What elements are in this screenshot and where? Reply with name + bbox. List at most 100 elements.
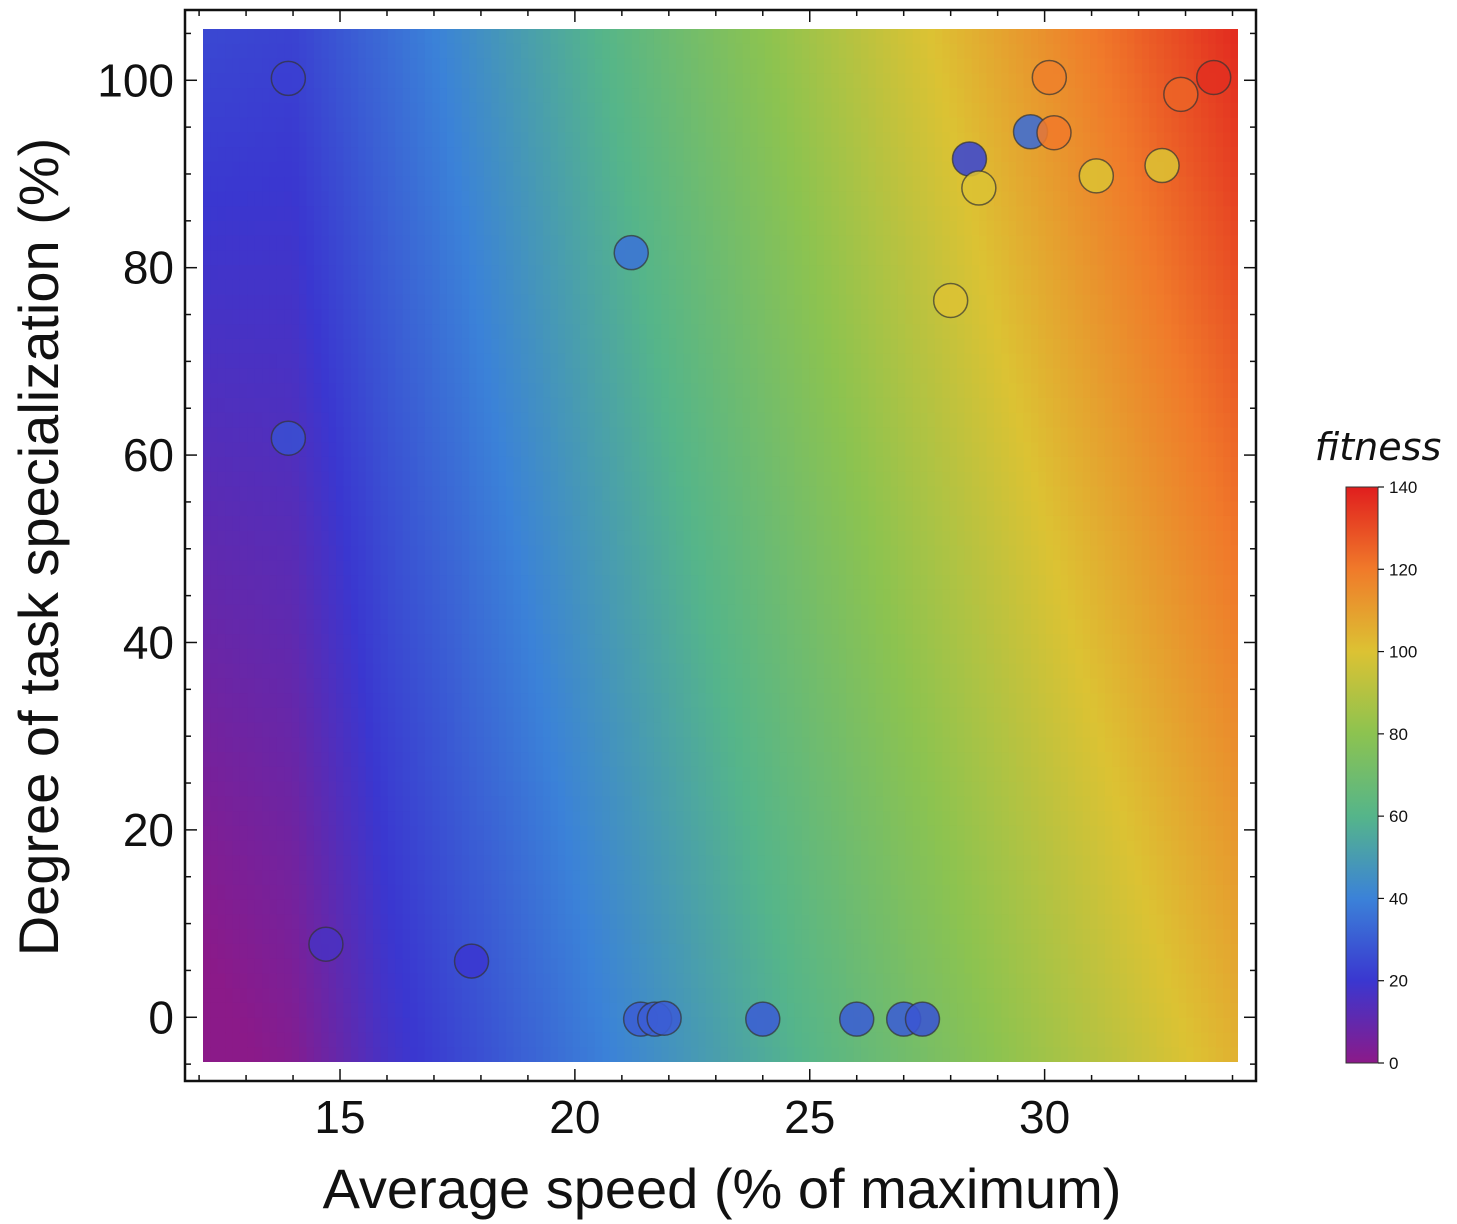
surface-cell xyxy=(557,781,566,797)
surface-cell xyxy=(580,501,589,517)
surface-cell xyxy=(343,811,352,827)
surface-cell xyxy=(395,1047,404,1062)
surface-cell xyxy=(336,147,345,163)
surface-cell xyxy=(432,427,441,443)
surface-cell xyxy=(683,958,692,975)
surface-cell xyxy=(269,545,278,561)
surface-cell xyxy=(269,294,278,310)
surface-cell xyxy=(373,884,382,901)
surface-cell xyxy=(535,338,544,355)
surface-cell xyxy=(299,456,308,473)
surface-cell xyxy=(580,1032,589,1048)
surface-cell xyxy=(239,943,248,960)
surface-cell xyxy=(254,589,263,606)
surface-cell xyxy=(336,825,345,842)
surface-cell xyxy=(580,456,589,473)
surface-cell xyxy=(239,678,248,694)
surface-cell xyxy=(306,634,315,650)
surface-cell xyxy=(461,58,470,74)
surface-cell xyxy=(720,899,729,916)
surface-cell xyxy=(491,825,500,842)
surface-cell xyxy=(395,176,404,192)
surface-cell xyxy=(705,353,714,370)
surface-cell xyxy=(276,176,285,192)
surface-cell xyxy=(402,235,411,251)
surface-cell xyxy=(535,634,544,650)
surface-cell xyxy=(513,693,522,709)
surface-cell xyxy=(705,43,714,60)
surface-cell xyxy=(676,634,685,650)
surface-cell xyxy=(690,855,699,871)
surface-cell xyxy=(550,530,559,547)
surface-cell xyxy=(661,353,670,370)
surface-cell xyxy=(269,191,278,207)
surface-cell xyxy=(550,766,559,783)
surface-cell xyxy=(395,707,404,724)
surface-cell xyxy=(565,752,574,768)
surface-cell xyxy=(683,368,692,384)
surface-cell xyxy=(720,206,729,222)
surface-cell xyxy=(380,752,389,768)
surface-cell xyxy=(557,132,566,148)
surface-cell xyxy=(476,840,485,856)
surface-cell xyxy=(535,1032,544,1048)
surface-cell xyxy=(328,545,337,561)
surface-cell xyxy=(299,870,308,886)
surface-cell xyxy=(313,88,322,104)
surface-cell xyxy=(587,693,596,709)
surface-cell xyxy=(203,560,211,576)
surface-cell xyxy=(587,176,596,192)
surface-cell xyxy=(713,707,722,724)
surface-cell xyxy=(476,737,485,753)
surface-cell xyxy=(358,117,367,133)
surface-cell xyxy=(239,161,248,178)
surface-cell xyxy=(580,840,589,856)
surface-cell xyxy=(639,442,648,458)
surface-cell xyxy=(528,988,537,1004)
surface-cell xyxy=(254,870,263,886)
surface-cell xyxy=(587,663,596,679)
surface-cell xyxy=(476,265,485,281)
surface-cell xyxy=(535,1047,544,1062)
surface-cell xyxy=(676,58,685,74)
surface-cell xyxy=(269,560,278,576)
surface-cell xyxy=(269,147,278,163)
surface-cell xyxy=(646,368,655,384)
surface-cell xyxy=(387,324,396,340)
surface-cell xyxy=(580,250,589,266)
surface-cell xyxy=(343,132,352,148)
surface-cell xyxy=(483,456,492,473)
surface-cell xyxy=(380,855,389,871)
surface-cell xyxy=(239,324,248,340)
surface-cell xyxy=(498,250,507,266)
surface-cell xyxy=(713,575,722,591)
surface-cell xyxy=(661,220,670,237)
surface-cell xyxy=(380,634,389,650)
surface-cell xyxy=(557,353,566,370)
surface-cell xyxy=(624,678,633,694)
surface-cell xyxy=(580,707,589,724)
surface-cell xyxy=(506,191,515,207)
surface-cell xyxy=(358,73,367,89)
surface-cell xyxy=(506,265,515,281)
surface-cell xyxy=(506,29,515,45)
surface-cell xyxy=(520,884,529,901)
surface-cell xyxy=(565,884,574,901)
surface-cell xyxy=(395,43,404,60)
surface-cell xyxy=(358,294,367,310)
surface-cell xyxy=(713,973,722,989)
surface-cell xyxy=(543,1032,552,1048)
surface-cell xyxy=(350,811,359,827)
surface-cell xyxy=(321,825,330,842)
surface-cell xyxy=(343,102,352,119)
surface-cell xyxy=(232,206,241,222)
surface-cell xyxy=(698,471,707,488)
surface-cell xyxy=(594,840,603,856)
surface-cell xyxy=(690,324,699,340)
surface-cell xyxy=(225,840,234,856)
surface-cell xyxy=(358,486,367,502)
surface-cell xyxy=(469,737,478,753)
surface-cell xyxy=(321,412,330,429)
surface-cell xyxy=(321,634,330,650)
surface-cell xyxy=(373,619,382,635)
